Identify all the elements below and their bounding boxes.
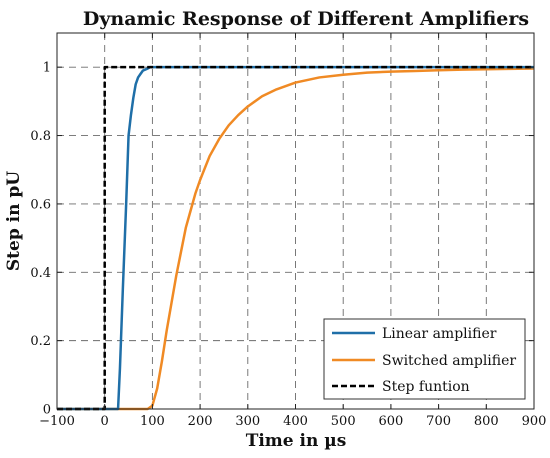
x-tick-label: 200 — [188, 414, 213, 429]
x-tick-label: 500 — [331, 414, 356, 429]
x-tick-label: 0 — [101, 414, 109, 429]
legend: Linear amplifier Switched amplifier Step… — [323, 318, 526, 400]
x-tick-label: 100 — [140, 414, 165, 429]
y-tick-label: 0 — [43, 403, 51, 418]
x-tick-label: 900 — [522, 414, 547, 429]
chart-title: Dynamic Response of Different Amplifiers — [83, 8, 529, 30]
legend-label-linear: Linear amplifier — [382, 326, 497, 342]
y-tick-label: 0.2 — [30, 334, 51, 349]
x-tick-label: 400 — [283, 414, 308, 429]
y-tick-labels: 0 0.2 0.4 0.6 0.8 1 — [30, 61, 51, 418]
x-tick-label: −100 — [39, 414, 75, 429]
legend-label-switched: Switched amplifier — [382, 353, 516, 369]
y-axis-label: Step in pU — [4, 171, 24, 271]
ticks-group — [56, 33, 535, 410]
y-tick-label: 0.6 — [30, 197, 51, 212]
x-axis-label: Time in µs — [246, 431, 347, 451]
y-tick-label: 0.8 — [30, 129, 51, 144]
x-tick-label: 600 — [378, 414, 403, 429]
x-tick-labels: −100 0 100 200 300 400 500 600 700 800 900 — [39, 414, 546, 429]
x-tick-label: 700 — [426, 414, 451, 429]
legend-label-step: Step funtion — [382, 379, 470, 395]
y-tick-label: 0.4 — [30, 266, 51, 281]
x-tick-label: 800 — [474, 414, 499, 429]
series-line-1 — [57, 67, 535, 411]
y-tick-label: 1 — [43, 61, 51, 76]
x-tick-label: 300 — [235, 414, 260, 429]
